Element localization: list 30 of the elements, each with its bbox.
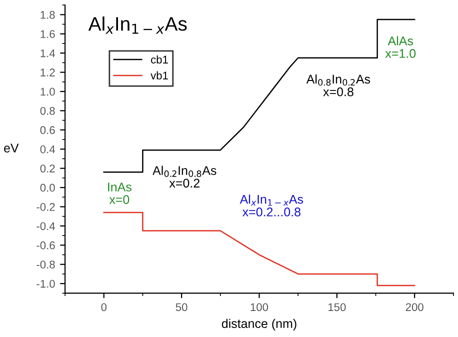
y-tick-label: 1.6 bbox=[40, 30, 55, 38]
y-axis-title: eV bbox=[4, 144, 19, 152]
annotation: AlAs x=1.0 bbox=[385, 36, 416, 58]
y-tick-label: 0.0 bbox=[40, 184, 55, 192]
x-tick-label: 100 bbox=[250, 303, 268, 312]
annotation: InAs x=0 bbox=[108, 182, 132, 204]
y-tick-label: 0.4 bbox=[40, 145, 55, 154]
y-tick-label: -0.6 bbox=[36, 241, 55, 250]
y-tick-label: -0.4 bbox=[36, 222, 55, 230]
annotation: Al$_{0.8}$In$_{0.2}$As x=0.8 bbox=[306, 74, 370, 96]
y-tick-label: 0.6 bbox=[40, 126, 55, 134]
x-axis-title: distance (nm) bbox=[222, 318, 296, 330]
y-tick-label: 0.2 bbox=[40, 164, 55, 172]
y-tick-label: 1.8 bbox=[40, 10, 55, 19]
legend-label: cb1 bbox=[151, 55, 168, 64]
y-tick-label: -1.0 bbox=[36, 280, 55, 288]
y-tick-label: 1.4 bbox=[40, 49, 55, 58]
x-tick-label: 200 bbox=[406, 303, 424, 312]
annotation: Al$_{x}$In$_{1−x}$As x=0.2...0.8 bbox=[240, 194, 304, 216]
y-tick-label: -0.2 bbox=[36, 203, 55, 211]
legend-label: vb1 bbox=[150, 71, 168, 80]
annotation: Al$_{0.2}$In$_{0.8}$As x=0.2 bbox=[152, 166, 216, 188]
x-tick-label: 150 bbox=[328, 303, 346, 312]
y-tick-label: 1.2 bbox=[40, 68, 55, 76]
y-tick-label: -0.8 bbox=[36, 260, 55, 269]
y-tick-label: 0.8 bbox=[40, 106, 55, 115]
x-tick-label: 50 bbox=[176, 303, 188, 312]
y-tick-label: 1.0 bbox=[40, 88, 55, 96]
x-tick-label: 0 bbox=[101, 303, 107, 312]
text: Al$_{x}$In$_{1−x}$As bbox=[88, 16, 187, 34]
